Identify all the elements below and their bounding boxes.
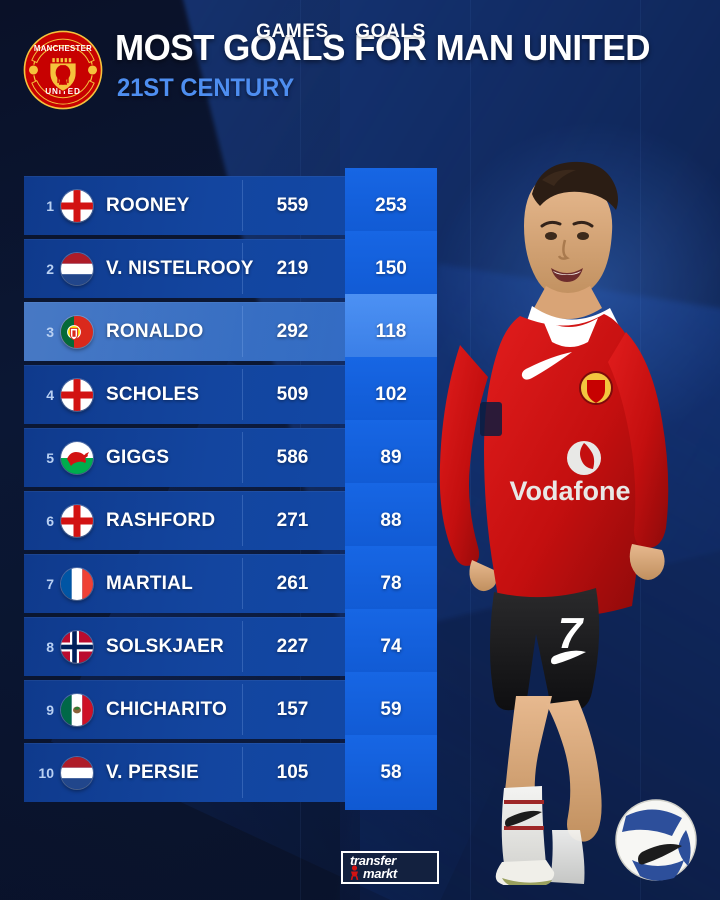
games-value: 219 bbox=[276, 257, 309, 279]
column-divider bbox=[242, 495, 243, 546]
table-row[interactable]: 4 SCHOLES 509 102 bbox=[0, 357, 460, 432]
header: MANCHESTER UNITED MOST GOALS FOR MAN UNI… bbox=[0, 0, 720, 130]
column-divider bbox=[242, 558, 243, 609]
flag-norway-icon bbox=[61, 631, 93, 663]
goals-value: 59 bbox=[380, 698, 402, 720]
player-name: ROONEY bbox=[106, 194, 190, 216]
manchester-united-crest-icon: MANCHESTER UNITED bbox=[23, 30, 103, 110]
goals-value: 150 bbox=[375, 257, 407, 279]
column-divider bbox=[242, 369, 243, 420]
goals-cell-background bbox=[345, 546, 437, 621]
goals-cell-background bbox=[345, 294, 437, 369]
transfermarkt-logo[interactable]: transfer markt bbox=[341, 851, 439, 884]
games-value: 586 bbox=[276, 446, 309, 468]
goals-cell-background bbox=[345, 420, 437, 495]
player-name: MARTIAL bbox=[106, 572, 193, 594]
row-rank: 7 bbox=[46, 575, 54, 592]
svg-text:MANCHESTER: MANCHESTER bbox=[34, 44, 92, 53]
transfermarkt-figure-icon bbox=[350, 865, 359, 880]
flag-netherlands-icon bbox=[61, 757, 93, 789]
row-rank: 8 bbox=[46, 638, 54, 655]
flag-wales-icon bbox=[61, 442, 93, 474]
table-row[interactable]: 6 RASHFORD 271 88 bbox=[0, 483, 460, 558]
player-name: V. NISTELROOY bbox=[106, 257, 254, 279]
row-rank: 10 bbox=[38, 764, 54, 781]
flag-england-icon bbox=[61, 505, 93, 537]
goals-value: 118 bbox=[375, 320, 407, 342]
goals-cell-background bbox=[345, 735, 437, 810]
goals-value: 58 bbox=[380, 761, 402, 783]
goals-value: 88 bbox=[380, 509, 402, 531]
goals-value: 102 bbox=[375, 383, 407, 405]
table-row[interactable]: 8 SOLSKJAER 227 74 bbox=[0, 609, 460, 684]
goals-cell-background bbox=[345, 231, 437, 306]
column-divider bbox=[242, 432, 243, 483]
games-value: 227 bbox=[276, 635, 309, 657]
flag-portugal-icon bbox=[61, 316, 93, 348]
column-divider bbox=[242, 306, 243, 357]
table-row[interactable]: 9 CHICHARITO 157 59 bbox=[0, 672, 460, 747]
svg-text:Vodafone: Vodafone bbox=[510, 476, 631, 506]
column-divider bbox=[242, 684, 243, 735]
column-divider bbox=[242, 621, 243, 672]
row-rank: 1 bbox=[46, 197, 54, 214]
goals-cell-background bbox=[345, 483, 437, 558]
row-rank: 6 bbox=[46, 512, 54, 529]
table-row[interactable]: 10 V. PERSIE 105 58 bbox=[0, 735, 460, 810]
goals-cell-background bbox=[345, 609, 437, 684]
player-name: RONALDO bbox=[106, 320, 204, 342]
goals-value: 78 bbox=[380, 572, 402, 594]
column-divider bbox=[242, 243, 243, 294]
row-rank: 2 bbox=[46, 260, 54, 277]
row-rank: 4 bbox=[46, 386, 54, 403]
flag-france-icon bbox=[61, 568, 93, 600]
flag-england-icon bbox=[61, 379, 93, 411]
column-header-games: GAMES bbox=[256, 20, 329, 42]
column-header-goals: GOALS bbox=[355, 20, 426, 42]
player-name: SCHOLES bbox=[106, 383, 200, 405]
svg-text:7: 7 bbox=[558, 609, 585, 658]
table-row[interactable]: 3 RONALDO 292 118 bbox=[0, 294, 460, 369]
table-row[interactable]: 7 MARTIAL 261 78 bbox=[0, 546, 460, 621]
ranking-table: 1 ROONEY 559 253 2 V. NISTELROOY 219 150 3 RONALD… bbox=[0, 168, 460, 810]
row-rank: 5 bbox=[46, 449, 54, 466]
row-rank: 9 bbox=[46, 701, 54, 718]
player-name: CHICHARITO bbox=[106, 698, 227, 720]
table-row[interactable]: 1 ROONEY 559 253 bbox=[0, 168, 460, 243]
page-subtitle: 21ST CENTURY bbox=[117, 74, 295, 102]
games-value: 157 bbox=[276, 698, 309, 720]
player-name: GIGGS bbox=[106, 446, 170, 468]
games-value: 559 bbox=[276, 194, 309, 216]
player-name: V. PERSIE bbox=[106, 761, 199, 783]
transfermarkt-logo-line2: markt bbox=[363, 866, 397, 881]
games-value: 292 bbox=[276, 320, 309, 342]
column-divider bbox=[242, 180, 243, 231]
goals-cell-background bbox=[345, 168, 437, 243]
table-row[interactable]: 5 GIGGS 586 89 bbox=[0, 420, 460, 495]
flag-england-icon bbox=[61, 190, 93, 222]
games-value: 105 bbox=[276, 761, 309, 783]
goals-value: 253 bbox=[375, 194, 407, 216]
games-value: 261 bbox=[276, 572, 309, 594]
games-value: 271 bbox=[276, 509, 309, 531]
flag-netherlands-icon bbox=[61, 253, 93, 285]
goals-value: 74 bbox=[380, 635, 402, 657]
goals-cell-background bbox=[345, 672, 437, 747]
column-divider bbox=[242, 747, 243, 798]
goals-cell-background bbox=[345, 357, 437, 432]
flag-mexico-icon bbox=[61, 694, 93, 726]
games-value: 509 bbox=[276, 383, 309, 405]
player-photo: Vodafone 7 bbox=[439, 161, 697, 885]
player-name: RASHFORD bbox=[106, 509, 216, 531]
table-row[interactable]: 2 V. NISTELROOY 219 150 bbox=[0, 231, 460, 306]
transfermarkt-logo-line1: transfer bbox=[350, 853, 397, 868]
player-name: SOLSKJAER bbox=[106, 635, 224, 657]
goals-value: 89 bbox=[380, 446, 402, 468]
row-rank: 3 bbox=[46, 323, 54, 340]
page-title: MOST GOALS FOR MAN UNITED bbox=[115, 27, 650, 68]
